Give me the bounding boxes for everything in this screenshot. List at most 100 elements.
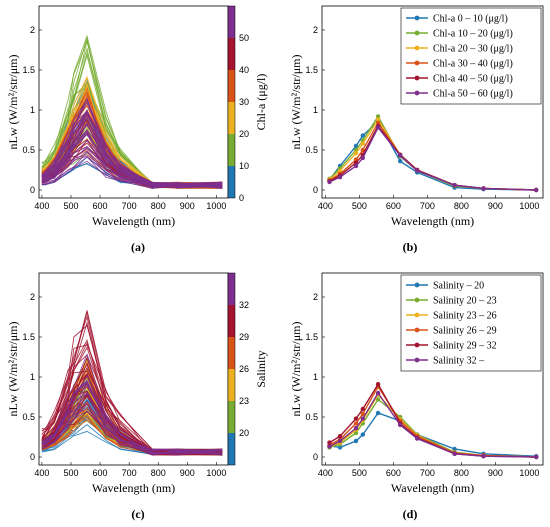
series-line-d-4 — [329, 382, 537, 458]
legend-entry-b-1: Chl-a 10 – 20 (μg/l) — [433, 29, 513, 40]
data-point-b-5-7 — [452, 183, 457, 188]
data-point-d-0-4 — [375, 410, 381, 416]
legend-marker-d-3 — [414, 327, 420, 333]
legend-entry-d-0: Salinity – 20 — [433, 281, 484, 292]
colorbar-tick-a-2: 20 — [239, 129, 249, 139]
legend-marker-d-4 — [414, 342, 420, 348]
legend-marker-d-0 — [414, 282, 420, 288]
colorbar-tick-c-2: 26 — [239, 364, 249, 374]
y-tick-label-d-4: 2 — [313, 292, 318, 302]
x-tick-label-a-5: 900 — [180, 201, 195, 211]
x-tick-label-d-1: 500 — [352, 468, 367, 478]
colorbar-segment-c-1 — [228, 401, 235, 433]
legend-entry-b-5: Chl-a 50 – 60 (μg/l) — [433, 89, 513, 100]
colorbar-tick-c-3: 29 — [239, 332, 249, 342]
x-tick-label-a-1: 500 — [63, 201, 78, 211]
legend-d: Salinity – 20 Salinity 20 – 23 Salinity 23… — [400, 274, 542, 372]
legend-frame-d — [400, 274, 542, 372]
panel-a-chl-spectra: 400 500 600 700 800 900 100000.511.52Wavelengt… — [6, 5, 268, 228]
legend-entry-d-1: Salinity 20 – 23 — [433, 296, 497, 307]
x-tick-label-c-6: 1000 — [206, 468, 226, 478]
y-tick-label-a-4: 2 — [30, 25, 35, 35]
data-point-b-5-6 — [415, 168, 420, 173]
colorbar-segment-a-3 — [228, 70, 235, 102]
y-axis-label-b: nLw (W/m²/str/μm) — [289, 54, 303, 149]
data-point-b-0-2 — [353, 143, 359, 149]
data-point-d-4-0 — [327, 440, 332, 445]
data-point-b-5-4 — [375, 125, 381, 130]
data-point-d-4-4 — [375, 382, 381, 387]
data-point-d-1-4 — [375, 397, 381, 402]
data-point-b-0-5 — [398, 159, 403, 164]
data-point-b-5-3 — [360, 155, 365, 161]
y-tick-label-b-3: 1.5 — [305, 65, 318, 75]
data-point-b-0-3 — [360, 133, 365, 138]
x-tick-label-d-5: 900 — [488, 468, 503, 478]
data-point-d-1-2 — [353, 430, 359, 436]
series-line-d-0 — [329, 412, 537, 457]
series-b-3 — [327, 120, 539, 193]
y-tick-label-c-3: 1.5 — [22, 332, 35, 342]
legend-marker-b-5 — [414, 90, 420, 96]
colorbar-segment-a-5 — [228, 6, 235, 38]
x-axis-label-d: Wavelength (nm) — [391, 481, 474, 495]
legend-frame-b — [400, 7, 542, 105]
panel-d-salinity-mean-spectra: 400 500 600 700 800 900 1000 0 0.5 1 1.5 2 Wavelengt… — [289, 272, 544, 495]
x-tick-label-a-6: 1000 — [206, 201, 226, 211]
legend-marker-b-3 — [414, 60, 420, 66]
x-tick-label-b-5: 900 — [488, 201, 503, 211]
colorbar-frame-a — [227, 5, 236, 199]
y-tick-label-c-4: 2 — [30, 292, 35, 302]
series-b-5 — [327, 125, 539, 193]
y-tick-label-c-2: 1 — [30, 372, 35, 382]
spectra-lines-c — [41, 310, 223, 456]
x-tick-label-a-2: 600 — [93, 201, 108, 211]
colorbar-tick-a-3: 30 — [239, 97, 249, 107]
legend-entry-b-0: Chl-a 0 – 10 (μg/l) — [433, 14, 508, 25]
x-tick-label-b-2: 600 — [386, 201, 401, 211]
data-point-d-3-3 — [360, 411, 365, 416]
data-point-b-2-3 — [360, 141, 365, 146]
colorbar-label-a: Chl-a (μg/l) — [254, 74, 268, 131]
legend-marker-d-5 — [414, 357, 420, 363]
data-point-d-0-3 — [360, 432, 365, 437]
data-point-b-5-8 — [481, 186, 486, 191]
colorbar-segment-c-3 — [228, 337, 235, 369]
series-line-b-3 — [329, 121, 537, 191]
colorbar-segment-c-0 — [228, 433, 235, 465]
x-tick-label-a-4: 800 — [151, 201, 166, 211]
series-line-b-0 — [328, 120, 537, 191]
data-point-b-2-4 — [375, 117, 381, 122]
axes-frame-b — [321, 5, 544, 199]
colorbar-segment-c-2 — [228, 369, 235, 401]
series-d-1 — [327, 397, 539, 460]
axes-frame-d — [321, 272, 544, 466]
y-axis-label-c: nLw (W/m²/str/μm) — [6, 321, 20, 416]
spectrum-line-c-5-9 — [41, 391, 223, 456]
colorbar-tick-a-0: 0 — [239, 193, 244, 203]
y-tick-label-c-0: 0 — [30, 452, 35, 462]
colorbar-segment-c-5 — [228, 273, 235, 305]
colorbar-frame-c — [227, 272, 236, 466]
data-point-d-5-2 — [353, 426, 359, 431]
data-point-d-5-0 — [327, 444, 332, 449]
y-tick-label-d-2: 1 — [313, 372, 318, 382]
legend-marker-b-2 — [414, 45, 420, 51]
legend-entry-b-2: Chl-a 20 – 30 (μg/l) — [433, 44, 513, 55]
x-tick-label-b-0: 400 — [318, 201, 333, 211]
colorbar-tick-a-4: 40 — [239, 65, 249, 75]
x-tick-label-c-3: 700 — [122, 468, 137, 478]
spectrum-line-a-5-25 — [41, 116, 223, 188]
data-point-d-5-1 — [337, 438, 343, 444]
spectrum-line-a-5-27 — [41, 140, 223, 188]
colorbar-segment-a-0 — [228, 166, 235, 198]
colorbar-segment-a-1 — [228, 134, 235, 166]
data-point-d-5-4 — [375, 390, 381, 396]
data-point-d-4-3 — [360, 406, 365, 412]
spectrum-line-c-5-12 — [41, 352, 223, 455]
legend-b: Chl-a 0 – 10 (μg/l) Chl-a 10 – 20 (μg/l) C… — [400, 7, 542, 105]
caption-d: (d) — [403, 507, 418, 521]
spectra-lines-a — [41, 34, 223, 189]
x-tick-label-c-5: 900 — [180, 468, 195, 478]
legend-entry-b-3: Chl-a 30 – 40 (μg/l) — [433, 59, 513, 70]
